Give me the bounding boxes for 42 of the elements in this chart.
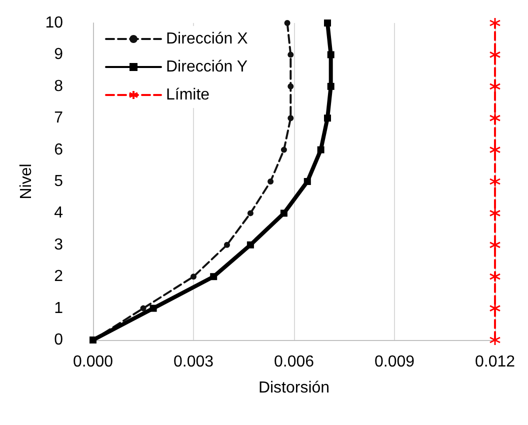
y-tick-label: 1 — [54, 300, 64, 317]
y-tick-label: 4 — [54, 204, 64, 222]
point — [150, 304, 157, 312]
y-tick-label: 5 — [54, 173, 64, 190]
point — [268, 178, 274, 184]
point — [489, 270, 501, 282]
point — [190, 274, 196, 280]
x-tick-label: 0.012 — [474, 354, 516, 370]
point — [247, 210, 254, 216]
y-tick-label: 9 — [54, 46, 64, 64]
y-tick-label: 6 — [54, 141, 64, 158]
point — [246, 241, 254, 248]
y-tick-label: 3 — [54, 236, 64, 254]
y-tick-label: 0 — [54, 332, 64, 348]
y-tick-label: 2 — [54, 268, 64, 286]
y-axis-title: Nivel — [18, 164, 35, 200]
x-tick-label: 0.009 — [374, 354, 415, 370]
point — [280, 146, 287, 153]
legend-label: Límite — [166, 86, 210, 104]
y-tick-label: 10 — [45, 14, 64, 32]
legend-label: Dirección X — [166, 30, 248, 48]
point — [288, 83, 294, 90]
x-tick-label: 0.003 — [173, 354, 214, 370]
x-tick-label: 0.006 — [274, 354, 314, 370]
point — [288, 52, 294, 58]
point — [327, 82, 334, 90]
legend-label: Dirección Y — [166, 58, 248, 76]
point — [317, 146, 324, 154]
point — [210, 273, 218, 280]
point — [288, 115, 294, 122]
x-axis-title: Distorsión — [258, 380, 330, 396]
y-tick-label: 7 — [54, 110, 64, 127]
x-tick-label: 0.000 — [72, 354, 114, 370]
point — [284, 20, 290, 26]
point — [327, 51, 334, 58]
y-tick-label: 8 — [54, 78, 64, 95]
point — [280, 210, 288, 217]
point — [224, 242, 230, 248]
point — [140, 305, 146, 312]
point — [324, 20, 331, 26]
point — [324, 114, 331, 122]
point — [304, 178, 311, 185]
